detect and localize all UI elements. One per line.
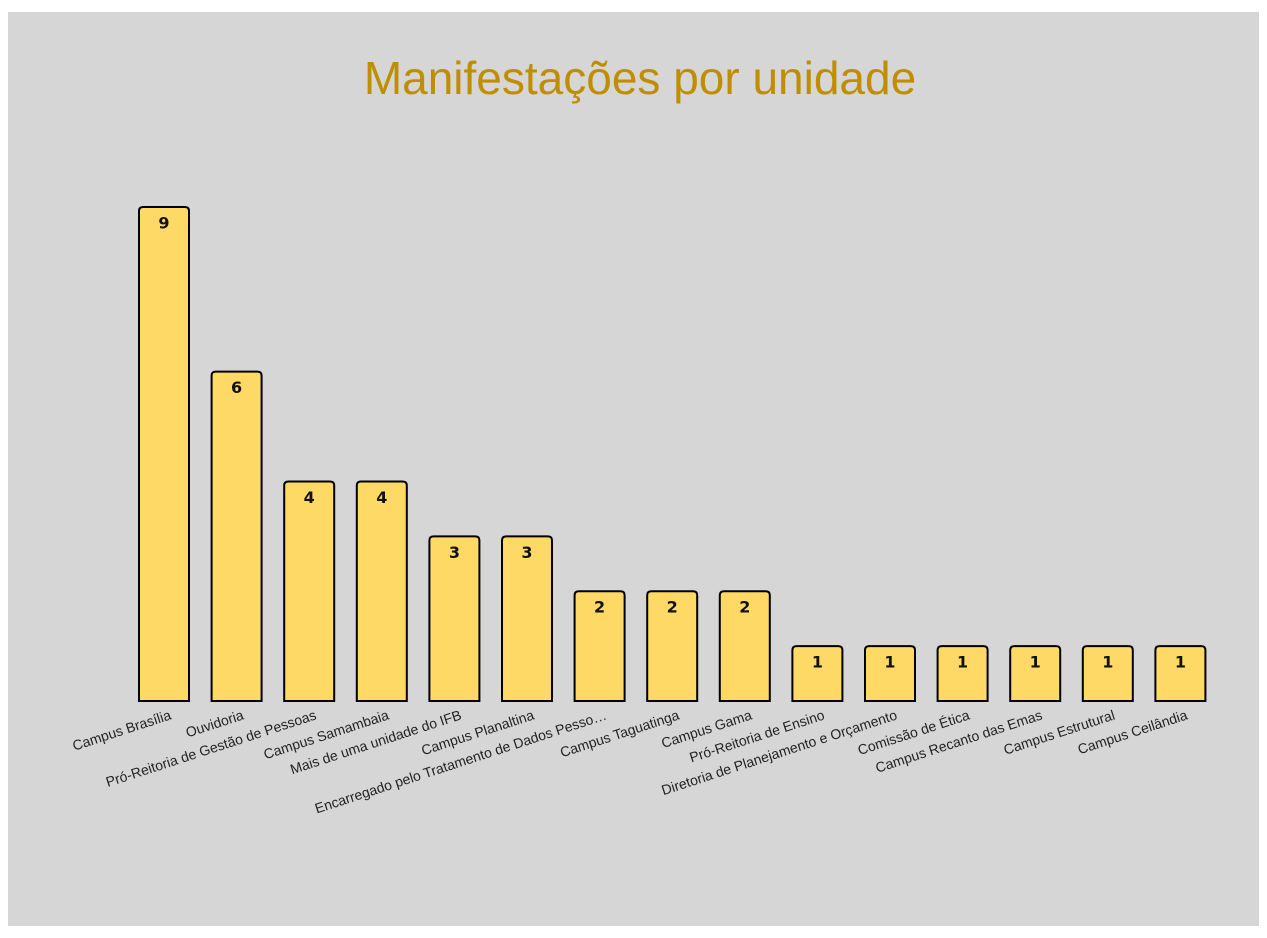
bar bbox=[428, 535, 481, 702]
bar bbox=[283, 480, 336, 702]
value-label: 1 bbox=[957, 653, 968, 672]
chart-background bbox=[8, 12, 1259, 926]
bar bbox=[501, 535, 553, 702]
value-label: 4 bbox=[304, 488, 315, 507]
bar bbox=[646, 590, 699, 702]
bar bbox=[138, 206, 190, 702]
value-label: 2 bbox=[739, 598, 750, 617]
value-label: 1 bbox=[1175, 653, 1186, 672]
value-label: 2 bbox=[594, 598, 605, 617]
value-label: 1 bbox=[884, 653, 895, 672]
bar bbox=[936, 645, 989, 702]
bar bbox=[1154, 645, 1207, 702]
bar bbox=[355, 480, 408, 702]
value-label: 6 bbox=[231, 378, 242, 397]
value-label: 1 bbox=[1030, 653, 1041, 672]
bar bbox=[718, 590, 771, 702]
bar bbox=[864, 645, 916, 702]
bar bbox=[791, 645, 844, 702]
chart-title: Manifestações por unidade bbox=[364, 52, 916, 104]
value-label: 9 bbox=[158, 214, 169, 233]
value-label: 4 bbox=[376, 488, 387, 507]
bar bbox=[573, 590, 626, 702]
value-label: 2 bbox=[667, 598, 678, 617]
value-label: 3 bbox=[521, 543, 532, 562]
bar bbox=[1081, 645, 1134, 702]
bar bbox=[210, 370, 263, 702]
value-label: 3 bbox=[449, 543, 460, 562]
value-label: 1 bbox=[812, 653, 823, 672]
value-label: 1 bbox=[1102, 653, 1113, 672]
bar bbox=[1009, 645, 1062, 702]
